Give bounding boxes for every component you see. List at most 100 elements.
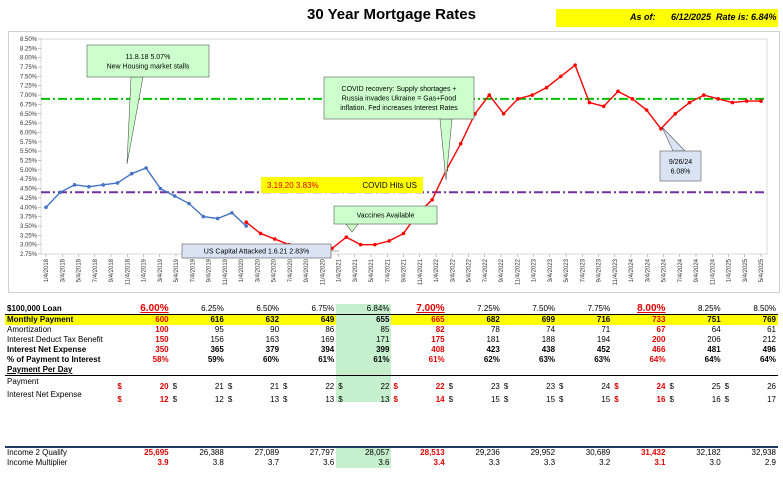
cell-value: 25 <box>711 382 721 389</box>
callout-covid-recovery-text: Russia invades Ukraine = Gas+Food <box>342 96 456 103</box>
x-tick-label: 3/4/2021 <box>353 258 359 282</box>
x-tick-label: 3/4/2024 <box>645 258 651 282</box>
table-cell: 63% <box>539 355 556 364</box>
table-cell: 649 <box>281 314 337 325</box>
table-cell: 59% <box>207 355 224 364</box>
rate-value: 8.00% <box>637 304 666 314</box>
cell-value: 16 <box>711 395 721 402</box>
rate-header-cell: 7.25% <box>446 304 502 315</box>
callout-vaccines-text: Vaccines Available <box>357 213 415 220</box>
table-cell: 62% <box>483 355 500 364</box>
table-cell: $23 <box>447 376 502 388</box>
table-cell: 30,689 <box>557 446 613 458</box>
table-cell: 3.3 <box>488 458 500 467</box>
table-cell: 394 <box>320 345 335 354</box>
table-cell: $12 <box>171 389 226 402</box>
row-label: Interest Deduct Tax Benefit <box>7 335 103 344</box>
table-cell: 181 <box>486 335 500 344</box>
data-point-blue <box>230 211 234 215</box>
data-point-red <box>659 126 663 131</box>
rate-header-cell: 6.75% <box>281 304 337 315</box>
rate-value: 6.25% <box>201 304 224 313</box>
as-of-date: 6/12/2025 <box>671 12 712 22</box>
x-tick-label: 7/4/2023 <box>580 258 586 282</box>
cell-value: 22 <box>325 382 335 389</box>
data-point-red <box>530 93 534 97</box>
table-row: Payment $20 $21 $21 $22 $22 $22 $23 $23 $24 $24 $25… <box>5 375 778 389</box>
table-cell: 82 <box>435 325 445 334</box>
x-tick-label: 1/4/2018 <box>44 258 50 282</box>
as-of-label: As of: <box>630 12 656 22</box>
empty-cell <box>501 365 558 376</box>
table-cell: $26 <box>723 376 778 388</box>
table-row: Interest Net Expense 350 365 379 394 399 408 42… <box>5 345 778 355</box>
x-tick-label: 1/4/2025 <box>727 258 733 282</box>
cell-value: 14 <box>435 395 445 402</box>
rate-value: 7.50% <box>532 304 556 313</box>
empty-cell <box>446 365 502 376</box>
table-cell: 408 <box>431 345 445 354</box>
table-cell: $13 <box>336 388 392 402</box>
table-cell: $15 <box>557 389 612 402</box>
currency-symbol: $ <box>393 395 398 402</box>
y-tick-label: 2.75% <box>20 252 38 258</box>
callout-housing-stalls <box>86 44 210 78</box>
y-tick-label: 4.50% <box>20 187 38 193</box>
payment-table: $100,000 Loan 6.00% 6.25% 6.50% 6.75% 6.84% 7.… <box>5 304 778 365</box>
data-point-red <box>616 89 620 94</box>
page-title: 30 Year Mortgage Rates <box>307 6 476 23</box>
callout-vaccines <box>333 205 438 225</box>
x-tick-label: 3/4/2025 <box>743 258 749 282</box>
currency-symbol: $ <box>227 382 233 389</box>
data-point-red <box>501 111 506 116</box>
table-cell: 61% <box>336 355 392 365</box>
table-cell: $15 <box>447 389 502 402</box>
x-tick-label: 5/4/2020 <box>272 258 278 282</box>
table-cell: 61 <box>767 325 776 334</box>
x-tick-label: 9/4/2024 <box>694 258 700 282</box>
x-tick-label: 3/4/2019 <box>158 258 164 282</box>
x-tick-label: 9/4/2018 <box>109 258 115 282</box>
callout-rate-low-2024-text: 9/26/24 <box>669 159 692 166</box>
rate-value: 8.25% <box>697 304 721 313</box>
table-row: Income 2 Qualify 25,695 26,388 27,089 27,797… <box>5 446 778 458</box>
callout-covid-recovery-text: inflation. Fed increases Interest Rates <box>340 105 458 112</box>
currency-symbol: $ <box>614 382 619 389</box>
data-point-blue <box>44 205 48 210</box>
as-of-box: As of: 6/12/2025 Rate is: 6.84% <box>556 9 778 27</box>
table-cell: 665 <box>391 314 447 325</box>
x-tick-label: 7/4/2022 <box>483 258 489 282</box>
data-point-blue <box>144 166 148 170</box>
table-cell: 150 <box>155 335 169 344</box>
data-point-red <box>759 99 763 103</box>
y-tick-label: 4.75% <box>20 177 38 183</box>
table-cell: 3.2 <box>599 458 611 467</box>
cell-value: 12 <box>159 395 169 402</box>
rate-value: 7.00% <box>416 304 445 314</box>
table-cell: 699 <box>501 314 558 325</box>
table-cell: 452 <box>596 345 611 354</box>
table-cell: $24 <box>612 376 667 389</box>
empty-cell <box>667 365 723 376</box>
currency-symbol: $ <box>503 395 509 402</box>
data-point-red <box>401 231 406 236</box>
data-point-red <box>487 93 492 97</box>
table-cell: $20 <box>115 376 170 388</box>
data-point-red <box>544 85 549 90</box>
callout-covid-recovery-text: COVID recovery: Supply shortages + <box>342 86 457 93</box>
rate-header-row: $100,000 Loan 6.00% 6.25% 6.50% 6.75% 6.84% 7.… <box>5 304 778 315</box>
y-tick-label: 4.00% <box>20 205 38 211</box>
currency-symbol: $ <box>172 395 178 402</box>
cell-value: 24 <box>656 382 666 389</box>
table-cell: 74 <box>546 325 556 334</box>
y-tick-label: 6.75% <box>20 102 38 108</box>
table-cell: 3.7 <box>267 458 280 467</box>
table-cell: 379 <box>265 345 280 354</box>
x-tick-label: 9/4/2023 <box>597 258 603 282</box>
table-cell: $14 <box>391 389 446 402</box>
table-cell: 61% <box>428 355 445 364</box>
data-point-red <box>587 100 592 105</box>
x-tick-label: 5/4/2019 <box>174 258 180 282</box>
data-point-blue <box>244 224 248 228</box>
data-point-red <box>516 97 520 101</box>
